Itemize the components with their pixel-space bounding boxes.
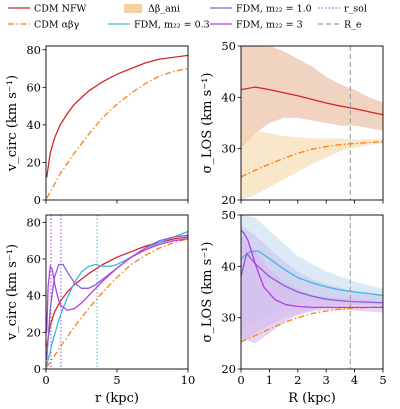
ylabel-bottom_right: σ_LOS (km s⁻¹) (200, 242, 215, 343)
plot-area-bottom_right (241, 215, 383, 369)
series-cdm_abg (46, 67, 188, 199)
xtick-label: 0 (237, 373, 244, 387)
ytick-label: 50 (221, 208, 236, 222)
xtick-label: 5 (379, 373, 386, 387)
ytick-label: 20 (221, 362, 236, 376)
xtick-label: 3 (323, 373, 330, 387)
ytick-label: 0 (34, 193, 41, 207)
xlabel-bottom_left: r (kpc) (95, 391, 139, 406)
legend-entry-fdm_03: FDM, m₂₂ = 0.3 (108, 20, 210, 31)
plot-area-top_left (46, 54, 188, 199)
legend-swatch-delta_beta (124, 4, 142, 13)
legend-label-r_sol: r_sol (344, 4, 367, 15)
xtick-label: 2 (294, 373, 301, 387)
xtick-label: 4 (351, 373, 358, 387)
ylabel-top_left: v_circ (km s⁻¹) (5, 75, 20, 172)
ytick-label: 60 (26, 80, 41, 94)
ytick-label: 40 (26, 118, 41, 132)
frame-top_right (240, 45, 384, 201)
legend-label-fdm_10: FDM, m₂₂ = 1.0 (236, 4, 312, 15)
legend-entry-cdm_abg: CDM αβγ (8, 20, 80, 31)
xtick-label: 10 (181, 373, 196, 387)
legend-entry-fdm_10: FDM, m₂₂ = 1.0 (210, 4, 312, 15)
ytick-label: 40 (26, 289, 41, 303)
xtick-label: 5 (113, 373, 120, 387)
series-cdm_nfw (241, 86, 383, 116)
ytick-label: 60 (26, 252, 41, 266)
series-cdm_nfw (46, 236, 188, 348)
panel-bottom_right: 0 1 2 3 4 5 20 30 40 50 σ_LOS (km s⁻¹) R (kpc) (200, 208, 387, 406)
legend-label-delta_beta: Δβ_ani (148, 4, 180, 15)
band-cdm_abg (241, 128, 383, 200)
series-cdm_nfw (46, 54, 188, 178)
series-cdm_abg (241, 140, 383, 178)
plot-area-top_right (241, 46, 383, 200)
ytick-label: 20 (26, 325, 41, 339)
series-cdm_abg (46, 238, 188, 368)
ytick-label: 0 (34, 362, 41, 376)
band-fdm_3 (241, 235, 383, 344)
ylabel-bottom_left: v_circ (km s⁻¹) (5, 244, 20, 341)
series-fdm_3 (46, 238, 188, 333)
legend: CDM NFW CDM αβγ Δβ_ani FDM, m₂₂ = 0.3 FDM, m… (8, 4, 367, 31)
xtick-label: 1 (266, 373, 273, 387)
ytick-label: 40 (221, 90, 236, 104)
legend-entry-r_sol: r_sol (318, 4, 367, 15)
ytick-label: 50 (221, 39, 236, 53)
ytick-label: 80 (26, 43, 41, 57)
legend-label-cdm_nfw: CDM NFW (34, 4, 87, 15)
series-fdm_03 (241, 250, 383, 297)
panel-bottom_left: 0 5 10 0 20 40 60 80 v_circ (km s⁻¹) r (kpc) (5, 214, 196, 406)
series-fdm_10 (241, 252, 383, 304)
legend-label-fdm_3: FDM, m₂₂ = 3 (236, 20, 303, 31)
ytick-label: 20 (221, 193, 236, 207)
panel-top_right: 20 30 40 50 σ_LOS (km s⁻¹) (200, 39, 384, 207)
plot-area-bottom_left (46, 215, 188, 369)
frame-top_left (45, 45, 189, 201)
series-fdm_10 (46, 234, 188, 360)
panel-top_left: 0 20 40 60 80 v_circ (km s⁻¹) (5, 43, 189, 207)
series-cdm_abg (241, 306, 383, 343)
ytick-label: 30 (221, 311, 236, 325)
legend-entry-r_e: R_e (318, 20, 362, 31)
series-fdm_03 (46, 230, 188, 366)
ytick-label: 40 (221, 259, 236, 273)
frame-bottom_right (240, 214, 384, 370)
xlabel-bottom_right: R (kpc) (288, 391, 336, 406)
ytick-label: 80 (26, 215, 41, 229)
ylabel-top_right: σ_LOS (km s⁻¹) (200, 73, 215, 174)
legend-entry-delta_beta: Δβ_ani (124, 4, 180, 15)
xtick-label: 0 (42, 373, 49, 387)
ytick-label: 30 (221, 142, 236, 156)
series-fdm_3 (241, 229, 383, 309)
legend-entry-cdm_nfw: CDM NFW (8, 4, 87, 15)
legend-label-r_e: R_e (344, 20, 362, 31)
legend-label-cdm_abg: CDM αβγ (34, 20, 80, 31)
band-cdm_nfw (241, 46, 383, 149)
legend-entry-fdm_3: FDM, m₂₂ = 3 (210, 20, 303, 31)
ytick-label: 20 (26, 155, 41, 169)
legend-label-fdm_03: FDM, m₂₂ = 0.3 (134, 20, 210, 31)
